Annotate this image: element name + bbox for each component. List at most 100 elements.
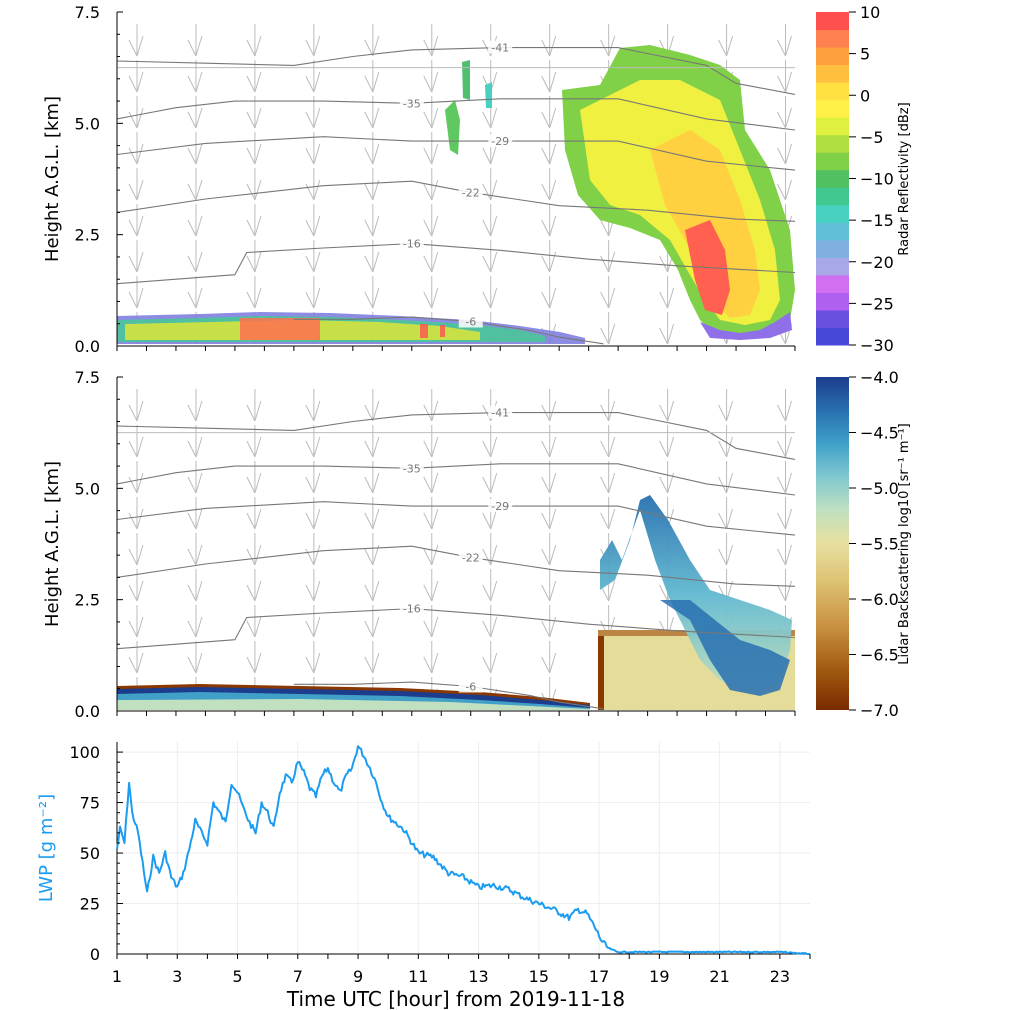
x-tick-label: 23 [770, 967, 790, 986]
wind-barb [600, 24, 616, 57]
y-tick-label: 50 [80, 844, 100, 863]
wind-barb [423, 641, 439, 674]
contour-label-bg [488, 499, 513, 513]
colorbar-segment [816, 169, 849, 188]
contour-label-bg [488, 40, 513, 54]
wind-barb [128, 132, 144, 165]
wind-barb [718, 425, 734, 458]
wind-barb [364, 497, 380, 530]
wind-barb [305, 605, 321, 638]
wind-barb [659, 312, 675, 345]
wind-barb [600, 240, 616, 273]
x-tick-label: 3 [172, 967, 182, 986]
colorbar-tick-label: 0 [860, 86, 870, 105]
colorbar-tick-label: −5 [860, 128, 884, 147]
wind-barb [541, 569, 557, 602]
wind-barb [187, 204, 203, 237]
colorbar-segment [816, 187, 849, 206]
lidar-colorbar: −4.0 −4.5 −5.0 −5.5 −6.0 −6.5 −7.0 [816, 368, 899, 720]
wind-barb [187, 389, 203, 422]
wind-barb [128, 60, 144, 93]
wind-barb [187, 168, 203, 201]
wind-barb [423, 60, 439, 93]
colorbar-tick-label: −6.5 [860, 646, 899, 665]
wind-barb [305, 425, 321, 458]
wind-barb [600, 389, 616, 422]
contour-label-bg [399, 461, 424, 475]
colorbar-segment [816, 222, 849, 241]
wind-barb [187, 569, 203, 602]
colorbar-segment [816, 117, 849, 136]
wind-barb [246, 168, 262, 201]
radar-y-axis-label: Height A.G.L. [km] [42, 96, 63, 262]
wind-barb [659, 276, 675, 309]
temperature-contour [117, 463, 795, 496]
wind-barb [187, 533, 203, 566]
y-tick-label: 25 [80, 895, 100, 914]
wind-barb [423, 533, 439, 566]
x-tick-label: 19 [649, 967, 669, 986]
colorbar-segment [816, 327, 849, 346]
wind-barb [128, 605, 144, 638]
y-tick-label: 5.0 [75, 479, 100, 498]
colorbar-segment [816, 82, 849, 101]
wind-barb [364, 389, 380, 422]
y-tick-label: 0 [90, 945, 100, 964]
wind-barb [718, 497, 734, 530]
wind-barb [423, 24, 439, 57]
wind-barb [777, 569, 793, 602]
wind-barb [482, 168, 498, 201]
wind-barb [305, 240, 321, 273]
contour-label-bg [399, 601, 424, 615]
lidar-y-ticks: 0.0 2.5 5.0 7.5 [75, 368, 123, 721]
wind-barb [128, 168, 144, 201]
wind-barb [246, 60, 262, 93]
wind-barb [541, 533, 557, 566]
radar-panel: -41 -35 -29 -22 -16 -6 0.0 2.5 5.0 7.5 Height A.… [42, 3, 912, 356]
wind-barb [128, 24, 144, 57]
wind-barb [246, 569, 262, 602]
contour-label: -41 [491, 407, 509, 420]
colorbar-segment [816, 204, 849, 223]
wind-barb [541, 461, 557, 494]
wind-barb [187, 425, 203, 458]
contour-label: -16 [403, 238, 421, 251]
colorbar-segment [816, 152, 849, 171]
wind-barb [718, 24, 734, 57]
colorbar-tick-label: −4.5 [860, 424, 899, 443]
wind-barb [659, 425, 675, 458]
wind-barb [364, 276, 380, 309]
wind-barb [246, 533, 262, 566]
contour-label: -6 [465, 316, 476, 329]
wind-barb [482, 240, 498, 273]
lwp-y-axis-label: LWP [g m⁻²] [36, 794, 57, 902]
wind-barb [128, 96, 144, 129]
contour-label: -29 [491, 500, 509, 513]
wind-barb [305, 533, 321, 566]
wind-barb [777, 168, 793, 201]
wind-barb [482, 641, 498, 674]
y-tick-label: 75 [80, 794, 100, 813]
wind-barb [423, 96, 439, 129]
colorbar-segment [816, 29, 849, 48]
radar-colorbar: 10 5 0 −5 −10 −15 −20 −25 −30 [816, 3, 894, 355]
wind-barb [777, 461, 793, 494]
wind-barb [187, 132, 203, 165]
radar-colorbar-label: Radar Reflectivity [dBz] [897, 102, 912, 255]
wind-barb [305, 204, 321, 237]
colorbar-segment [816, 99, 849, 118]
wind-barb [187, 641, 203, 674]
x-tick-label: 21 [709, 967, 729, 986]
wind-barb [187, 240, 203, 273]
wind-barb [246, 497, 262, 530]
wind-barb [718, 533, 734, 566]
colorbar-segment [816, 12, 849, 31]
colorbar-segment [816, 134, 849, 153]
wind-barb [423, 204, 439, 237]
x-tick-label: 5 [232, 967, 242, 986]
temperature-contour [117, 501, 795, 536]
temperature-contour [117, 412, 795, 460]
lwp-x-ticks: 1 3 5 7 9 11 13 15 17 19 21 23 [112, 954, 811, 986]
wind-barb [541, 425, 557, 458]
radar-reflectivity-field [117, 45, 795, 344]
